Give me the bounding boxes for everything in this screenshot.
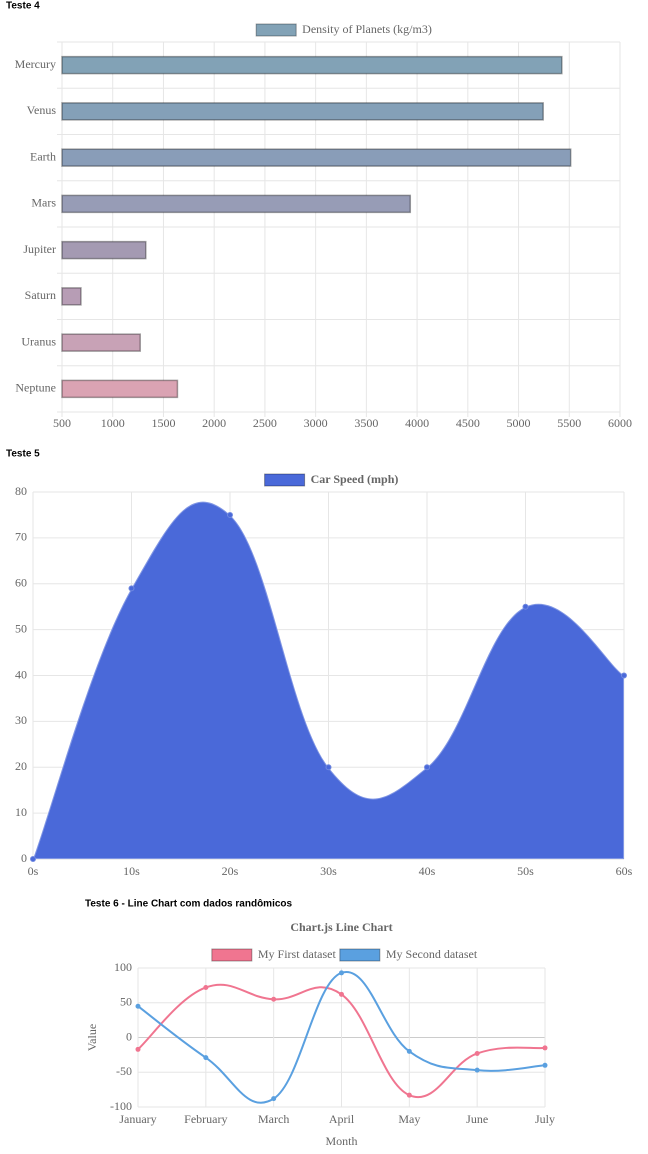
x-tick-label: 30s — [320, 864, 337, 878]
y-tick-label: Mercury — [15, 57, 56, 71]
x-tick-label: 500 — [53, 416, 71, 430]
y-tick-label: Mars — [31, 196, 56, 210]
x-axis-label: Month — [325, 1134, 357, 1148]
y-tick-label: -50 — [116, 1064, 132, 1078]
legend-label: My First dataset — [258, 947, 337, 961]
point — [339, 991, 344, 997]
point — [474, 1067, 480, 1073]
x-tick-label: 10s — [123, 864, 140, 878]
x-tick-label: 2500 — [253, 416, 277, 430]
y-tick-label: Jupiter — [23, 242, 56, 256]
bar — [61, 333, 141, 352]
x-tick-label: February — [184, 1112, 227, 1126]
x-tick-label: 5000 — [507, 416, 531, 430]
y-tick-label: 50 — [15, 621, 27, 635]
y-tick-label: 0 — [21, 851, 27, 865]
x-tick-label: 20s — [222, 864, 239, 878]
x-tick-label: 3500 — [354, 416, 378, 430]
x-tick-label: July — [535, 1112, 555, 1126]
x-tick-label: 3000 — [304, 416, 328, 430]
x-tick-label: June — [466, 1112, 488, 1126]
point — [406, 1092, 412, 1098]
bar — [61, 240, 147, 260]
point — [542, 1062, 548, 1068]
x-tick-label: May — [398, 1112, 420, 1126]
y-tick-label: 80 — [15, 484, 27, 498]
point — [30, 856, 36, 862]
y-tick-label: -100 — [110, 1099, 132, 1113]
y-tick-label: Saturn — [25, 288, 56, 302]
point — [406, 1048, 412, 1054]
heading: Teste 4 — [6, 1, 40, 12]
legend-swatch — [339, 948, 381, 962]
x-tick-label: 60s — [616, 864, 633, 878]
y-tick-label: 50 — [120, 995, 132, 1009]
y-tick-label: Neptune — [15, 381, 56, 395]
bar — [61, 287, 82, 306]
bar — [61, 194, 412, 214]
bar — [61, 102, 544, 121]
x-tick-label: 4500 — [456, 416, 480, 430]
point — [203, 1055, 209, 1061]
y-tick-label: 30 — [15, 713, 27, 727]
point — [203, 984, 209, 990]
point — [135, 1003, 141, 1009]
x-tick-label: 40s — [419, 864, 436, 878]
legend-swatch — [255, 23, 297, 37]
legend-swatch — [264, 473, 306, 487]
x-tick-label: April — [329, 1112, 355, 1126]
legend-label: Car Speed (mph) — [311, 472, 399, 486]
y-tick-label: Venus — [27, 103, 57, 117]
x-tick-label: March — [258, 1112, 289, 1126]
x-tick-label: 5500 — [557, 416, 581, 430]
x-tick-label: 2000 — [202, 416, 226, 430]
y-tick-label: 60 — [15, 576, 27, 590]
x-tick-label: 1500 — [151, 416, 175, 430]
point — [227, 511, 233, 518]
point — [325, 764, 332, 771]
point — [522, 603, 529, 610]
point — [128, 585, 135, 592]
x-tick-label: 0s — [28, 864, 39, 878]
legend-swatch — [211, 948, 253, 962]
x-tick-label: 6000 — [608, 416, 632, 430]
heading: Teste 5 — [6, 449, 40, 460]
y-tick-label: Uranus — [21, 334, 56, 348]
point — [271, 996, 277, 1002]
point — [424, 764, 430, 771]
legend-label: My Second dataset — [386, 947, 478, 961]
y-tick-label: 40 — [15, 667, 27, 681]
y-tick-label: 70 — [15, 530, 27, 544]
point — [621, 672, 627, 679]
y-tick-label: 20 — [15, 759, 27, 773]
point — [135, 1046, 141, 1052]
bar — [61, 379, 179, 399]
bar — [61, 148, 572, 167]
y-axis-label: Value — [85, 1024, 99, 1051]
y-tick-label: 100 — [114, 960, 132, 974]
y-tick-label: 10 — [15, 805, 27, 819]
legend-label: Density of Planets (kg/m3) — [302, 22, 432, 36]
x-tick-label: 50s — [517, 864, 534, 878]
x-tick-label: January — [119, 1112, 156, 1126]
point — [542, 1045, 548, 1051]
bar — [61, 55, 563, 75]
point — [271, 1096, 277, 1102]
point — [339, 970, 344, 976]
chart-title: Chart.js Line Chart — [290, 920, 392, 934]
heading: Teste 6 - Line Chart com dados randômico… — [85, 899, 293, 910]
y-tick-label: Earth — [30, 149, 56, 163]
y-tick-label: 0 — [126, 1029, 132, 1043]
x-tick-label: 4000 — [405, 416, 429, 430]
x-tick-label: 1000 — [101, 416, 125, 430]
point — [474, 1050, 480, 1056]
